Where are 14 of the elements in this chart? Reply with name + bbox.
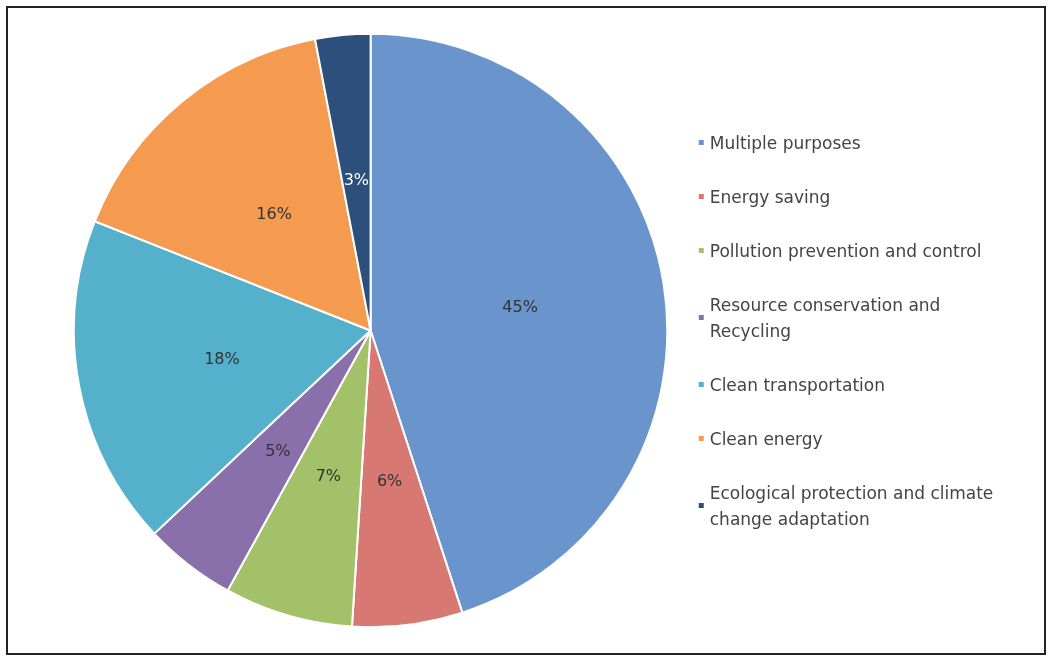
data-label: 45% (502, 297, 538, 317)
data-label: 3% (343, 170, 370, 190)
legend-label: Resource conservation and Recycling (709, 294, 946, 341)
legend-label: Clean transportation (709, 374, 885, 395)
data-label: 18% (204, 349, 240, 369)
legend-label: Ecological protection and climate change adaptation (709, 482, 999, 529)
data-label: 5% (265, 440, 291, 460)
legend-label: Clean energy (709, 428, 823, 449)
legend-label: Energy saving (709, 186, 831, 207)
data-label: 7% (315, 466, 342, 486)
data-label: 16% (256, 204, 292, 224)
data-label: 6% (376, 471, 403, 491)
legend-label: Multiple purposes (709, 132, 861, 153)
legend-label: Pollution prevention and control (709, 240, 982, 261)
